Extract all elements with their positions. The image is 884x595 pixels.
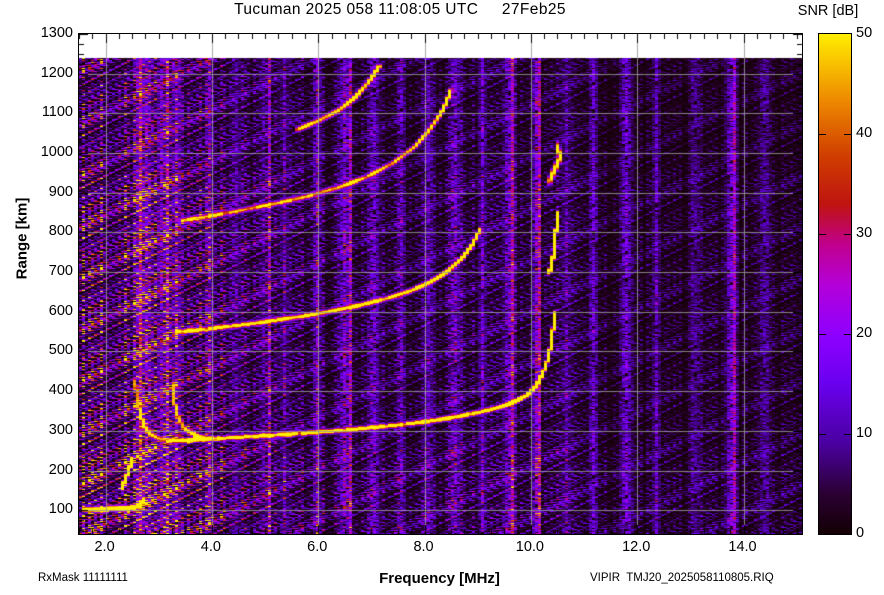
colorbar-tickmark	[844, 334, 851, 335]
colorbar-tick-0: 0	[856, 525, 865, 541]
page-title: Tucuman 2025 058 11:08:05 UTC 27Feb25	[234, 1, 566, 18]
colorbar-tickmark	[819, 134, 826, 135]
x-tick-10.0: 10.0	[515, 539, 544, 555]
y-tick-100: 100	[48, 500, 73, 517]
y-tick-1200: 1200	[40, 64, 73, 81]
x-tick-2.0: 2.0	[94, 539, 115, 555]
instrument-file-label: VIPIR TMJ20_2025058110805.RIQ	[590, 572, 774, 584]
x-tick-12.0: 12.0	[622, 539, 651, 555]
colorbar-title: SNR [dB]	[797, 3, 859, 19]
colorbar-tickmark	[844, 234, 851, 235]
y-tick-200: 200	[48, 461, 73, 478]
colorbar-tickmark	[819, 434, 826, 435]
y-tick-1000: 1000	[40, 143, 73, 160]
colorbar-tickmark	[819, 334, 826, 335]
colorbar-tick-50: 50	[856, 25, 873, 41]
snr-colorbar	[818, 33, 852, 535]
colorbar-tickmark	[819, 234, 826, 235]
y-tick-1300: 1300	[40, 24, 73, 41]
x-axis-label: Frequency [MHz]	[379, 570, 500, 587]
y-tick-700: 700	[48, 262, 73, 279]
y-tick-1100: 1100	[41, 104, 73, 121]
colorbar-tick-10: 10	[856, 425, 873, 441]
colorbar-tick-20: 20	[856, 325, 873, 341]
ionogram-heatmap-canvas	[79, 34, 802, 534]
y-tick-300: 300	[48, 421, 73, 438]
y-tick-400: 400	[48, 381, 73, 398]
x-tick-4.0: 4.0	[200, 539, 221, 555]
y-tick-900: 900	[48, 183, 73, 200]
x-tick-6.0: 6.0	[307, 539, 328, 555]
colorbar-tick-30: 30	[856, 225, 873, 241]
y-tick-500: 500	[48, 342, 73, 359]
rxmask-label: RxMask 11111111	[38, 572, 128, 584]
x-tick-8.0: 8.0	[413, 539, 434, 555]
x-tick-14.0: 14.0	[728, 539, 757, 555]
colorbar-tickmark	[844, 134, 851, 135]
colorbar-tick-40: 40	[856, 125, 873, 141]
colorbar-tickmark	[844, 434, 851, 435]
ionogram-plot-area	[78, 33, 803, 535]
y-tick-800: 800	[48, 223, 73, 240]
colorbar-gradient	[819, 34, 851, 534]
y-tick-600: 600	[48, 302, 73, 319]
